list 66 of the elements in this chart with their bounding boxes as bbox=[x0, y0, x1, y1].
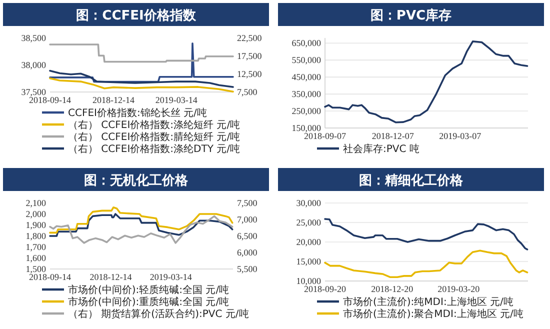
legend-label: （右） CCFEI价格指数:腈纶短纤 元/吨 bbox=[68, 131, 240, 143]
x-tick-label: 2018-09-20 bbox=[304, 284, 346, 294]
x-tick-label: 2018-09-14 bbox=[29, 272, 72, 282]
line-series bbox=[49, 77, 234, 93]
chart-title: 图：PVC库存 bbox=[370, 8, 452, 24]
chart-title: 图：无机化工价格 bbox=[84, 174, 189, 188]
y-tick-label: 38,000 bbox=[21, 60, 46, 70]
y-tick-label: 450,000 bbox=[292, 72, 322, 82]
y-tick-label: 10,000 bbox=[296, 276, 322, 286]
y-tick-label: 2,100 bbox=[26, 198, 46, 208]
y-tick-label: 650,000 bbox=[292, 38, 322, 48]
legend-label: CCFEI价格指数:锦纶长丝 元/吨 bbox=[68, 107, 207, 119]
line-series bbox=[49, 215, 234, 244]
x-tick-label: 2018-09-07 bbox=[304, 131, 346, 141]
y-tick-label: 1,600 bbox=[26, 253, 46, 263]
line-series bbox=[324, 250, 528, 278]
y-tick-label: 20,000 bbox=[296, 237, 322, 247]
line-series bbox=[49, 213, 234, 237]
y-tick-label: 30,000 bbox=[296, 198, 322, 208]
legend-label: 社会库存:PVC 吨 bbox=[343, 143, 420, 155]
y2-tick-label: 6,500 bbox=[237, 231, 258, 241]
chart-title: 图：CCFEI价格指数 bbox=[76, 8, 197, 24]
y-tick-label: 2,000 bbox=[26, 209, 46, 219]
x-tick-label: 2018-09-14 bbox=[29, 95, 72, 105]
y2-tick-label: 12,500 bbox=[237, 69, 262, 79]
legend-label: 市场价(中间价):轻质纯碱:全国 元/吨 bbox=[68, 284, 230, 296]
x-tick-label: 2019-03-14 bbox=[150, 272, 192, 282]
y-tick-label: 38,500 bbox=[21, 33, 46, 43]
y-tick-label: 37,500 bbox=[21, 87, 46, 97]
x-tick-label: 2019-03-14 bbox=[155, 95, 198, 105]
line-series bbox=[49, 42, 234, 83]
x-tick-label: 2018-12-20 bbox=[371, 284, 414, 294]
y-tick-label: 350,000 bbox=[292, 89, 322, 100]
legend-label: （右） CCFEI价格指数:涤纶DTY 元/吨 bbox=[68, 143, 240, 155]
legend-label: 市场价(主流价):纯MDI:上海地区 元/吨 bbox=[343, 296, 514, 308]
line-series bbox=[49, 44, 234, 63]
x-tick-label: 2018-12-07 bbox=[372, 131, 414, 141]
y-tick-label: 250,000 bbox=[292, 106, 322, 116]
line-series bbox=[324, 40, 528, 124]
y-tick-label: 1,500 bbox=[26, 264, 46, 274]
y2-tick-label: 7,000 bbox=[237, 214, 258, 224]
y2-tick-label: 7,500 bbox=[237, 87, 258, 97]
line-series bbox=[49, 70, 234, 88]
line-series bbox=[49, 206, 234, 234]
y2-tick-label: 5,500 bbox=[237, 264, 258, 274]
y2-tick-label: 6,000 bbox=[237, 248, 258, 258]
y-tick-label: 150,000 bbox=[292, 123, 322, 133]
legend-label: 市场价(中间价):重质纯碱:全国 元/吨 bbox=[68, 296, 230, 308]
y-tick-label: 1,700 bbox=[26, 242, 46, 252]
y-tick-label: 25,000 bbox=[296, 218, 322, 228]
y2-tick-label: 17,500 bbox=[237, 51, 262, 61]
y-tick-label: 1,800 bbox=[26, 231, 46, 241]
chart-title: 图：精细化工价格 bbox=[359, 174, 464, 188]
x-tick-label: 2018-12-14 bbox=[92, 95, 136, 105]
x-tick-label: 2019-03-20 bbox=[438, 284, 480, 294]
y-tick-label: 1,900 bbox=[26, 220, 46, 230]
x-tick-label: 2018-12-14 bbox=[90, 272, 132, 282]
y2-tick-label: 22,500 bbox=[237, 33, 262, 43]
line-series bbox=[324, 218, 528, 250]
y-tick-label: 15,000 bbox=[296, 256, 322, 266]
y2-tick-label: 7,500 bbox=[237, 198, 258, 208]
legend-label: （右） 期货结算价(活跃合约):PVC 元/吨 bbox=[68, 308, 249, 320]
x-tick-label: 2019-03-07 bbox=[439, 131, 482, 141]
legend-label: （右） CCFEI价格指数:涤纶短纤 元/吨 bbox=[68, 119, 240, 131]
legend-label: 市场价(主流价):聚合MDI:上海地区 元/吨 bbox=[343, 308, 524, 320]
y-tick-label: 550,000 bbox=[292, 55, 322, 66]
